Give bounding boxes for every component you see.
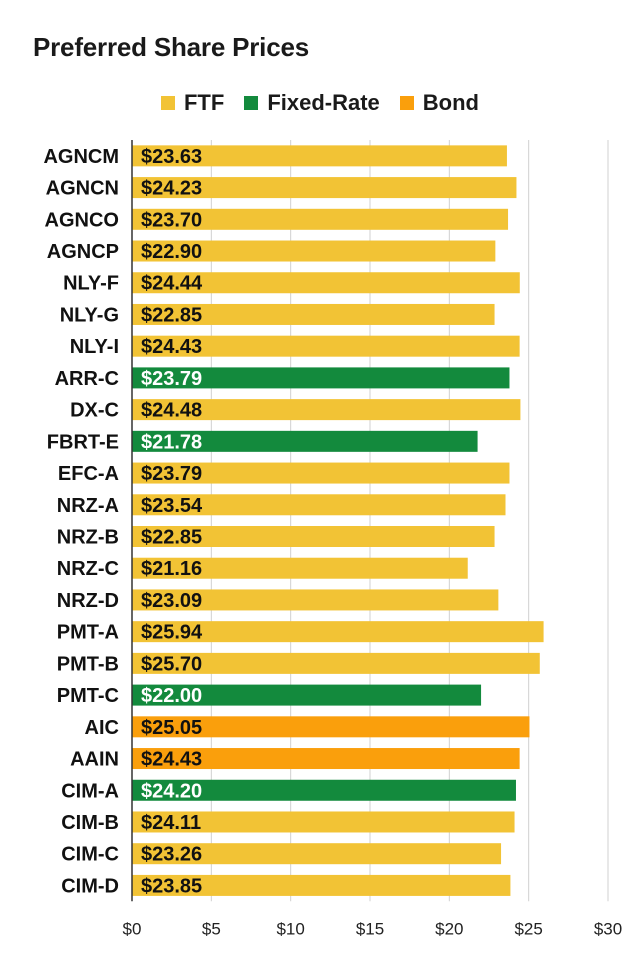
category-label: NRZ-C bbox=[57, 558, 119, 580]
value-label: $23.85 bbox=[141, 875, 202, 897]
category-label: FBRT-E bbox=[47, 431, 119, 453]
category-label: AGNCM bbox=[43, 146, 119, 168]
bar bbox=[132, 145, 507, 167]
value-label: $25.94 bbox=[141, 622, 203, 644]
category-label: AGNCN bbox=[46, 178, 119, 200]
value-label: $23.70 bbox=[141, 209, 202, 231]
value-label: $22.00 bbox=[141, 685, 202, 707]
bar bbox=[132, 621, 544, 643]
bar bbox=[132, 652, 540, 674]
value-label: $24.23 bbox=[141, 178, 202, 200]
chart-title: Preferred Share Prices bbox=[33, 32, 309, 62]
x-tick-label: $10 bbox=[276, 919, 304, 938]
category-label: DX-C bbox=[70, 400, 119, 422]
category-label: NRZ-A bbox=[57, 495, 119, 517]
category-label: CIM-B bbox=[61, 812, 119, 834]
value-label: $21.16 bbox=[141, 558, 202, 580]
chart-legend: FTF Fixed-Rate Bond bbox=[0, 90, 640, 116]
bar bbox=[132, 526, 495, 547]
legend-label-ftf: FTF bbox=[183, 90, 225, 115]
category-label: NLY-G bbox=[60, 304, 119, 326]
value-label: $21.78 bbox=[141, 431, 202, 453]
bar bbox=[132, 843, 502, 865]
value-label: $22.90 bbox=[141, 241, 202, 263]
legend-swatch-ftf bbox=[160, 96, 175, 110]
bar bbox=[132, 874, 511, 896]
legend-label-fixed-rate: Fixed-Rate bbox=[267, 90, 380, 115]
bar bbox=[132, 748, 520, 770]
value-label: $23.63 bbox=[141, 146, 202, 168]
bar bbox=[132, 716, 530, 738]
legend-item-ftf: FTF bbox=[160, 90, 225, 116]
value-label: $24.43 bbox=[141, 336, 202, 358]
value-label: $23.26 bbox=[141, 844, 202, 866]
bar bbox=[132, 430, 478, 452]
value-label: $24.44 bbox=[141, 273, 203, 295]
category-label: CIM-C bbox=[61, 844, 119, 866]
legend-item-bond: Bond bbox=[399, 90, 479, 116]
bar bbox=[132, 779, 516, 801]
bar bbox=[132, 462, 510, 484]
value-label: $24.11 bbox=[141, 812, 201, 834]
bar bbox=[132, 177, 517, 199]
x-tick-label: $15 bbox=[356, 919, 384, 938]
value-label: $23.79 bbox=[141, 463, 202, 485]
legend-swatch-fixed-rate bbox=[244, 96, 259, 110]
category-label: PMT-C bbox=[57, 685, 119, 707]
value-label: $23.09 bbox=[141, 590, 202, 612]
category-label: AGNCO bbox=[45, 209, 119, 231]
value-label: $24.43 bbox=[141, 749, 202, 771]
category-label: NRZ-D bbox=[57, 590, 119, 612]
bar bbox=[132, 303, 495, 325]
category-label: NLY-I bbox=[70, 336, 119, 358]
x-tick-label: $0 bbox=[123, 919, 142, 938]
bar bbox=[132, 494, 506, 516]
x-tick-label: $30 bbox=[594, 919, 622, 938]
bar bbox=[132, 684, 482, 706]
bar bbox=[132, 589, 499, 611]
category-label: AIC bbox=[85, 717, 119, 739]
bar bbox=[132, 335, 520, 357]
x-tick-label: $20 bbox=[435, 919, 463, 938]
category-label: PMT-B bbox=[57, 653, 119, 675]
bar bbox=[132, 240, 496, 262]
bar bbox=[132, 272, 520, 294]
bar bbox=[132, 399, 521, 421]
value-label: $24.20 bbox=[141, 780, 202, 802]
bar bbox=[132, 367, 510, 389]
category-label: NRZ-B bbox=[57, 527, 119, 549]
legend-item-fixed-rate: Fixed-Rate bbox=[244, 90, 380, 116]
value-label: $24.48 bbox=[141, 400, 202, 422]
x-tick-label: $5 bbox=[202, 919, 221, 938]
category-label: AGNCP bbox=[47, 241, 119, 263]
bar bbox=[132, 557, 468, 579]
bar bbox=[132, 811, 515, 833]
category-label: NLY-F bbox=[63, 273, 119, 295]
category-label: ARR-C bbox=[55, 368, 119, 390]
category-label: AAIN bbox=[70, 749, 119, 771]
value-label: $25.05 bbox=[141, 717, 202, 739]
legend-swatch-bond bbox=[399, 96, 414, 110]
category-label: CIM-D bbox=[61, 875, 119, 897]
value-label: $23.54 bbox=[141, 495, 203, 517]
bar bbox=[132, 208, 509, 230]
value-label: $22.85 bbox=[141, 304, 202, 326]
category-label: EFC-A bbox=[58, 463, 119, 485]
value-label: $22.85 bbox=[141, 527, 202, 549]
value-label: $25.70 bbox=[141, 653, 202, 675]
legend-label-bond: Bond bbox=[422, 90, 479, 115]
category-label: CIM-A bbox=[61, 780, 119, 802]
category-label: PMT-A bbox=[57, 622, 119, 644]
value-label: $23.79 bbox=[141, 368, 202, 390]
x-tick-label: $25 bbox=[514, 919, 542, 938]
